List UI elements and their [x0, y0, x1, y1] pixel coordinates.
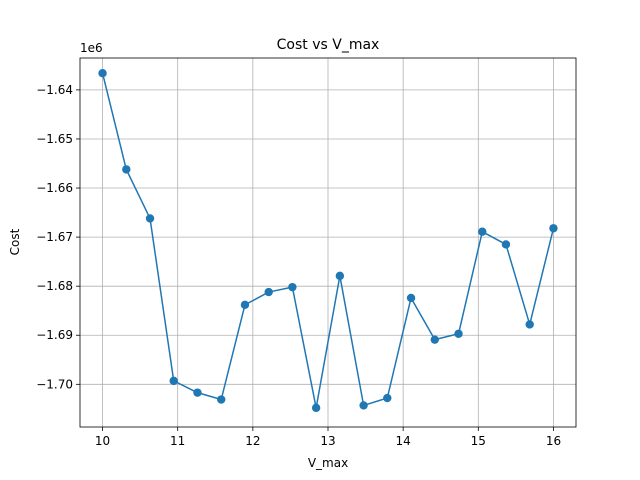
data-point — [193, 388, 202, 397]
chart-title: Cost vs V_max — [277, 37, 380, 53]
data-point — [169, 376, 178, 386]
data-point — [311, 403, 321, 413]
data-point — [217, 395, 226, 404]
x-axis-ticks: 10 11 12 13 14 15 16 — [95, 427, 561, 448]
data-point — [335, 271, 345, 281]
data-point — [549, 224, 558, 233]
y-tick-label: −1.68 — [36, 279, 73, 293]
data-point — [525, 320, 534, 329]
y-tick-label: −1.66 — [36, 181, 73, 195]
data-point — [288, 282, 297, 292]
x-tick-label: 16 — [546, 434, 561, 448]
grid — [80, 58, 576, 427]
y-tick-label: −1.69 — [36, 328, 73, 342]
data-point — [359, 401, 368, 410]
data-point — [145, 214, 155, 223]
x-tick-label: 11 — [170, 434, 185, 448]
series-line — [101, 73, 555, 409]
data-point — [501, 240, 511, 249]
x-tick-label: 14 — [396, 434, 411, 448]
data-point — [478, 227, 487, 236]
x-tick-label: 12 — [245, 434, 260, 448]
data-point — [430, 335, 439, 344]
y-axis-ticks: −1.70 −1.69 −1.68 −1.67 −1.66 −1.65 −1.64 — [36, 83, 80, 391]
data-point — [122, 165, 131, 174]
x-tick-label: 10 — [95, 434, 110, 448]
y-tick-label: −1.64 — [36, 83, 73, 97]
y-axis-label: Cost — [8, 228, 22, 255]
y-offset-label: 1e6 — [80, 41, 103, 55]
x-tick-label: 15 — [471, 434, 486, 448]
x-tick-label: 13 — [320, 434, 335, 448]
data-point — [98, 69, 107, 78]
y-tick-label: −1.65 — [36, 132, 73, 146]
y-tick-label: −1.70 — [36, 377, 73, 391]
series — [98, 69, 558, 413]
data-point — [383, 393, 392, 403]
data-point — [240, 300, 250, 310]
data-point — [454, 329, 463, 338]
x-axis-label: V_max — [308, 456, 348, 470]
data-point — [406, 293, 416, 303]
data-point — [264, 287, 273, 297]
y-tick-label: −1.67 — [36, 230, 73, 244]
